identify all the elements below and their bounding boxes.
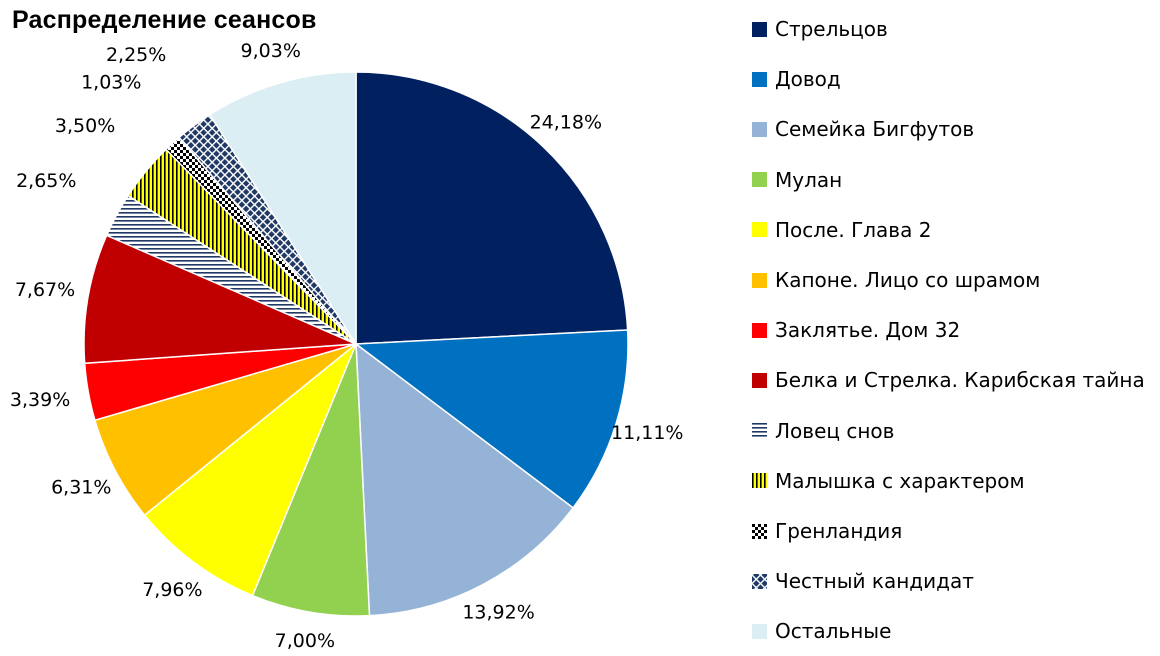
legend-item-7: Белка и Стрелка. Карибская тайна: [752, 365, 1145, 395]
data-label-5: 6,31%: [51, 476, 111, 498]
legend-item-0: Стрельцов: [752, 14, 888, 44]
data-label-3: 7,00%: [275, 630, 335, 652]
pie-slice-3: [251, 343, 371, 617]
legend-swatch-7: [752, 372, 767, 388]
legend-label-8: Ловец снов: [775, 418, 895, 443]
legend-label-1: Довод: [775, 67, 841, 92]
legend-item-11: Честный кандидат: [752, 566, 974, 596]
legend-label-0: Стрельцов: [775, 17, 888, 41]
legend-swatch-5: [752, 272, 767, 288]
legend-swatch-4: [752, 222, 767, 238]
data-label-0: 24,18%: [530, 112, 602, 134]
legend-swatch-3: [752, 172, 767, 188]
pie-slice-2: [355, 342, 575, 617]
legend-label-4: После. Глава 2: [775, 217, 932, 242]
legend-swatch-0: [752, 21, 767, 37]
legend-item-2: Семейка Бигфутов: [752, 114, 974, 144]
pie-slice-4: [143, 343, 357, 597]
pie-slice-12: [208, 71, 357, 347]
legend-swatch-12: [752, 623, 767, 639]
legend-label-11: Честный кандидат: [775, 569, 974, 594]
data-label-10: 1,03%: [81, 72, 141, 94]
legend-swatch-6: [752, 322, 767, 338]
legend-item-3: Мулан: [752, 165, 842, 195]
legend-swatch-11: [752, 573, 767, 589]
legend-item-10: Гренландия: [752, 516, 902, 546]
chart-title: Распределение сеансов: [12, 6, 317, 34]
data-label-9: 3,50%: [55, 115, 115, 137]
data-label-4: 7,96%: [142, 579, 202, 601]
legend-label-5: Капоне. Лицо со шрамом: [775, 268, 1041, 292]
legend-label-10: Гренландия: [775, 519, 903, 543]
data-label-2: 13,92%: [462, 602, 534, 624]
data-label-8: 2,65%: [16, 170, 76, 192]
legend-label-6: Заклятье. Дом 32: [775, 318, 961, 343]
pie-slice-1: [353, 329, 629, 509]
legend-label-3: Мулан: [775, 167, 843, 192]
legend-item-5: Капоне. Лицо со шрамом: [752, 265, 1040, 295]
legend-label-2: Семейка Бигфутов: [775, 117, 975, 142]
data-label-12: 9,03%: [241, 40, 301, 62]
legend-item-4: После. Глава 2: [752, 215, 931, 245]
legend-item-8: Ловец снов: [752, 416, 894, 446]
legend-item-6: Заклятье. Дом 32: [752, 315, 960, 345]
data-label-11: 2,25%: [106, 44, 166, 66]
legend-label-9: Малышка с характером: [775, 468, 1025, 493]
legend-label-7: Белка и Стрелка. Карибская тайна: [775, 368, 1145, 393]
legend-swatch-10: [752, 523, 767, 539]
pie-slice-7: [83, 234, 357, 365]
legend-item-9: Малышка с характером: [752, 466, 1025, 496]
legend-swatch-9: [752, 473, 767, 489]
pie-slice-0: [355, 71, 629, 345]
legend-label-12: Остальные: [775, 619, 892, 644]
data-label-6: 3,39%: [10, 389, 70, 411]
data-label-7: 7,67%: [15, 279, 75, 301]
legend-item-12: Остальные: [752, 616, 891, 646]
legend-swatch-8: [752, 423, 767, 439]
legend-swatch-1: [752, 71, 767, 87]
legend-item-1: Довод: [752, 64, 841, 94]
legend-swatch-2: [752, 121, 767, 137]
data-label-1: 11,11%: [611, 422, 683, 444]
